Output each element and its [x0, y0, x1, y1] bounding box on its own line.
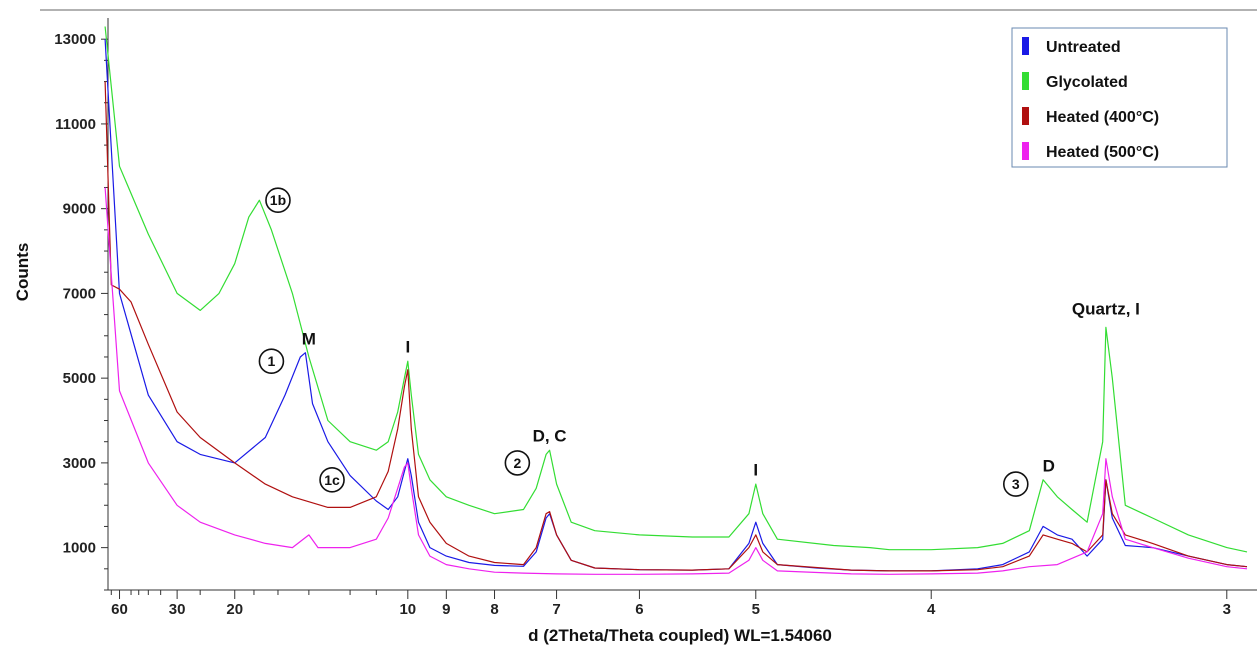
circled-label-ring	[504, 450, 531, 476]
circled-label-ring	[319, 467, 345, 493]
legend-swatch	[1022, 72, 1029, 90]
circled-label: 2	[513, 455, 521, 471]
x-tick-label: 30	[169, 601, 186, 618]
y-tick-label: 11000	[55, 116, 96, 133]
peak-label: Quartz, I	[1072, 300, 1140, 319]
y-ticks: 1000 3000 5000 7000 9000 11000 13000	[54, 31, 108, 591]
axes	[107, 18, 1257, 591]
legend-entry: Untreated	[1046, 39, 1121, 56]
series-line-heated-500-c	[104, 187, 1248, 575]
circled-labels: 1b 1 1c 2 3	[258, 187, 1029, 497]
x-tick-label: 9	[442, 601, 450, 618]
circled-label-ring	[265, 187, 291, 213]
series-line-glycolated	[104, 26, 1248, 553]
legend-box	[1011, 27, 1228, 168]
legend-entry: Heated (500°C)	[1046, 144, 1159, 161]
y-tick-label: 1000	[63, 540, 96, 557]
legend-swatch	[1022, 142, 1029, 160]
legend-entry: Heated (400°C)	[1046, 109, 1159, 126]
x-tick-label: 8	[490, 601, 498, 618]
y-tick-label: 3000	[63, 455, 96, 472]
x-tick-label: 20	[226, 601, 243, 618]
legend-swatch	[1022, 37, 1029, 55]
series-line-heated-400-c	[104, 81, 1248, 572]
legend: Untreated Glycolated Heated (400°C) Heated …	[1011, 27, 1228, 168]
x-tick-label: 10	[399, 601, 416, 618]
x-ticks: 60 30 20 10 9 8 7 6 5 4 3	[110, 590, 1231, 618]
series-lines	[104, 26, 1248, 575]
x-tick-label: 6	[635, 601, 643, 618]
circled-label-ring	[258, 348, 285, 375]
circled-label: 3	[1012, 476, 1020, 492]
circled-label: 1c	[324, 472, 340, 488]
y-tick-label: 7000	[63, 285, 96, 302]
x-tick-label: 60	[111, 601, 128, 618]
x-axis-title: d (2Theta/Theta coupled) WL=1.54060	[528, 626, 832, 645]
peak-label: I	[753, 461, 758, 480]
circled-label-ring	[1002, 471, 1029, 497]
y-tick-label: 9000	[63, 201, 96, 218]
circled-label: 1b	[270, 192, 286, 208]
circled-label: 1	[268, 353, 276, 369]
legend-entry: Glycolated	[1046, 74, 1128, 91]
peak-label: I	[405, 338, 410, 357]
y-axis-title: Counts	[13, 243, 32, 302]
x-tick-label: 7	[552, 601, 560, 618]
x-tick-label: 5	[752, 601, 760, 618]
peak-annotations: M I D, C I D Quartz, I	[302, 300, 1140, 480]
peak-label: M	[302, 329, 316, 348]
legend-swatch	[1022, 107, 1029, 125]
x-tick-label: 3	[1223, 601, 1231, 618]
x-tick-label: 4	[927, 601, 936, 618]
y-tick-label: 5000	[63, 370, 96, 387]
peak-label: D	[1043, 456, 1055, 475]
peak-label: D, C	[533, 427, 567, 446]
y-tick-label: 13000	[54, 31, 96, 48]
